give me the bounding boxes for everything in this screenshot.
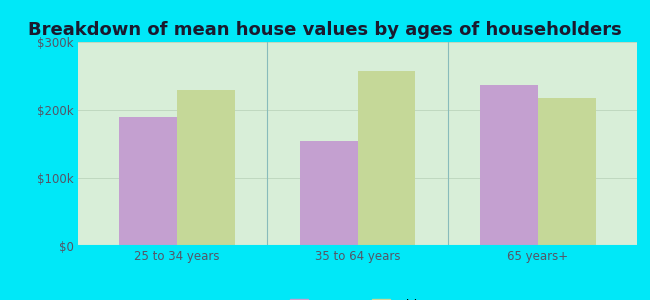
Bar: [538, 98, 595, 246]
Bar: [480, 85, 538, 246]
Bar: [177, 90, 235, 246]
Bar: [358, 70, 415, 246]
Bar: [120, 117, 177, 246]
Text: Breakdown of mean house values by ages of householders: Breakdown of mean house values by ages o…: [28, 21, 622, 39]
Bar: [300, 141, 358, 246]
Legend: Cygnet, Ohio: Cygnet, Ohio: [285, 294, 430, 300]
